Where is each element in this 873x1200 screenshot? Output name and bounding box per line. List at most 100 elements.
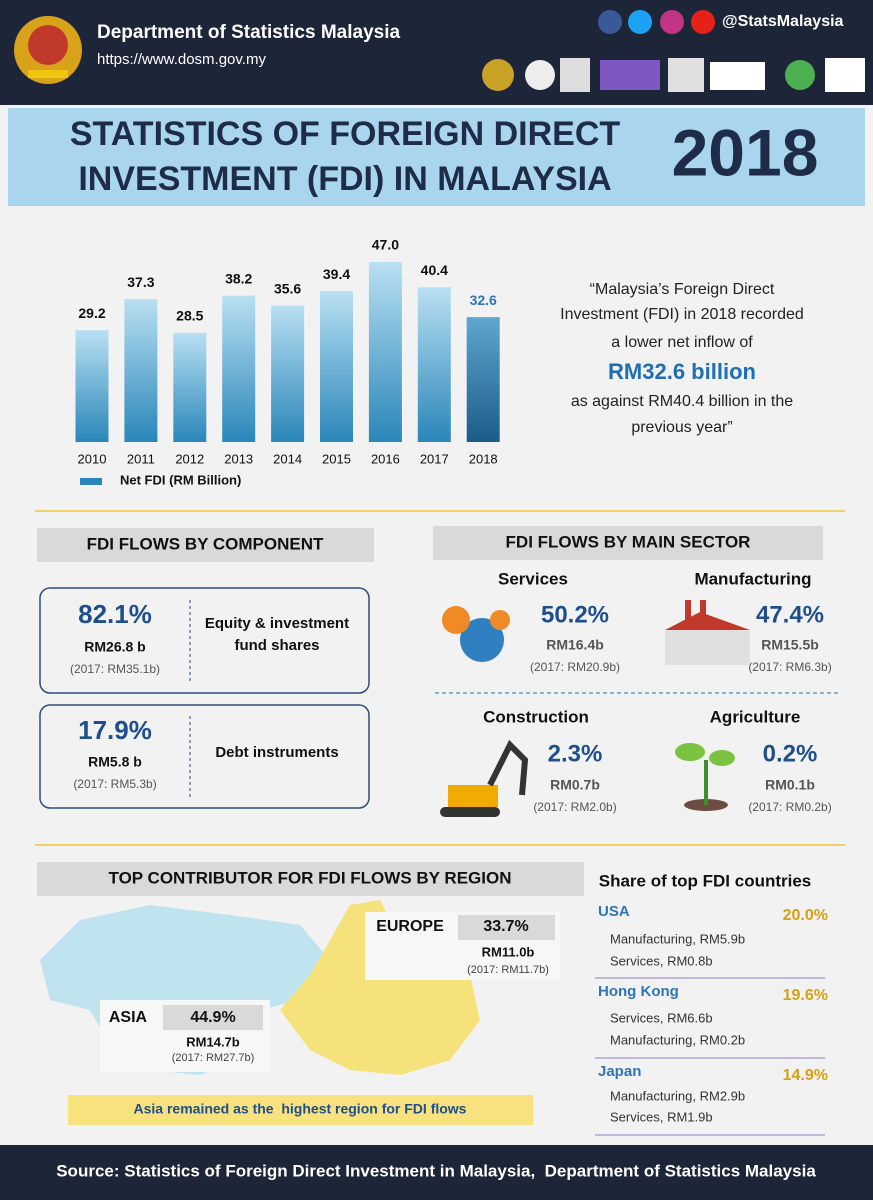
- region-note: Asia remained as the highest region for …: [134, 1101, 467, 1117]
- logo: [14, 16, 82, 84]
- value-label: 28.5: [176, 308, 203, 324]
- region-share-bg: [458, 915, 555, 940]
- sector-amount: RM0.1b: [765, 777, 815, 793]
- sector-name: Construction: [483, 707, 589, 726]
- sector-share: 47.4%: [756, 601, 824, 628]
- bar: [173, 332, 207, 442]
- country-detail: Manufacturing, RM5.9b: [610, 931, 745, 946]
- bar: [320, 291, 353, 442]
- sector-previous: (2017: RM20.9b): [530, 660, 620, 674]
- section-title: FDI FLOWS BY MAIN SECTOR: [506, 532, 751, 551]
- bar: [417, 287, 451, 442]
- region-previous: (2017: RM27.7b): [172, 1052, 255, 1064]
- source: Source: Statistics of Foreign Direct Inv…: [56, 1161, 816, 1180]
- value-label: 39.4: [323, 266, 350, 282]
- country-share: 20.0%: [783, 907, 828, 924]
- sector-share: 0.2%: [763, 740, 818, 767]
- x-tick-label: 2012: [175, 451, 204, 466]
- bar: [368, 261, 402, 442]
- sector-amount: RM15.5b: [761, 637, 819, 653]
- country-share: 14.9%: [783, 1067, 828, 1084]
- country-name: Japan: [598, 1063, 641, 1080]
- value-label: 38.2: [225, 270, 252, 286]
- x-tick-label: 2018: [469, 451, 498, 466]
- region-amount: RM14.7b: [186, 1034, 240, 1049]
- x-tick-label: 2011: [127, 451, 155, 466]
- sector-previous: (2017: RM0.2b): [748, 800, 831, 814]
- region-previous: (2017: RM11.7b): [467, 964, 549, 976]
- quote-line: Investment (FDI) in 2018 recorded: [560, 306, 804, 323]
- sector-name: Services: [498, 569, 568, 588]
- bar: [124, 299, 158, 442]
- title-line: STATISTICS OF FOREIGN DIRECT: [70, 115, 621, 153]
- org-url: https://www.dosm.gov.my: [97, 51, 266, 68]
- sector-name: Manufacturing: [694, 569, 811, 588]
- x-tick-label: 2013: [224, 451, 253, 466]
- value-label: 40.4: [421, 262, 448, 278]
- title-year: 2018: [672, 115, 819, 189]
- component-share: 82.1%: [78, 599, 152, 629]
- social-handle: @StatsMalaysia: [722, 13, 844, 30]
- country-share: 19.6%: [783, 987, 828, 1004]
- value-label: 47.0: [372, 237, 399, 253]
- sector-amount: RM16.4b: [546, 637, 604, 653]
- component-previous: (2017: RM35.1b): [70, 662, 160, 676]
- social-icons: [598, 10, 715, 34]
- quote-line: as against RM40.4 billion in the: [571, 393, 793, 410]
- component-amount: RM26.8 b: [84, 639, 145, 655]
- bar: [75, 330, 109, 442]
- region-share: 33.7%: [483, 918, 528, 935]
- quote-line: a lower net inflow of: [611, 334, 753, 351]
- region-share: 44.9%: [190, 1009, 235, 1026]
- x-tick-label: 2015: [322, 451, 351, 466]
- sector-previous: (2017: RM6.3b): [748, 660, 831, 674]
- sector-icons: [440, 600, 750, 817]
- sector-amount: RM0.7b: [550, 777, 600, 793]
- x-tick-label: 2016: [371, 451, 400, 466]
- org-name: Department of Statistics Malaysia: [97, 22, 400, 43]
- quote-line: previous year”: [631, 419, 732, 436]
- section-header-bg: [433, 526, 823, 560]
- component-previous: (2017: RM5.3b): [73, 777, 156, 791]
- note-band: [68, 1095, 533, 1125]
- region-name: EUROPE: [376, 918, 444, 935]
- legend-label: Net FDI (RM Billion): [120, 472, 241, 487]
- component-label: Equity & investment fund shares: [204, 615, 350, 654]
- footer-bg: [0, 1145, 873, 1200]
- value-label: 32.6: [470, 292, 497, 308]
- sector-previous: (2017: RM2.0b): [533, 800, 616, 814]
- bar: [466, 317, 500, 442]
- section-title: TOP CONTRIBUTOR FOR FDI FLOWS BY REGION: [109, 868, 512, 887]
- country-name: USA: [598, 903, 630, 920]
- value-label: 37.3: [127, 274, 154, 290]
- country-detail: Services, RM0.8b: [610, 953, 713, 968]
- bar: [271, 305, 305, 442]
- title-band: [8, 108, 865, 206]
- component-share: 17.9%: [78, 715, 152, 745]
- sector-share: 50.2%: [541, 601, 609, 628]
- x-tick-label: 2017: [420, 451, 449, 466]
- section-header-bg: [37, 862, 584, 896]
- country-detail: Services, RM6.6b: [610, 1010, 713, 1025]
- region-share-bg: [163, 1005, 263, 1030]
- bar-chart: 2010 2011 2012 2013 2014 2015 2016 2017 2018 29.2…: [75, 237, 500, 466]
- bar: [222, 295, 256, 442]
- legend-swatch: [80, 478, 102, 485]
- quote-line: “Malaysia’s Foreign Direct: [590, 281, 775, 298]
- section-title: FDI FLOWS BY COMPONENT: [87, 534, 324, 553]
- quote-highlight: RM32.6 billion: [608, 359, 756, 384]
- component-amount: RM5.8 b: [88, 754, 142, 770]
- x-tick-label: 2010: [78, 451, 107, 466]
- region-name: ASIA: [109, 1009, 148, 1026]
- component-label: Debt instruments: [215, 744, 339, 761]
- countries-title: Share of top FDI countries: [599, 871, 812, 890]
- value-label: 29.2: [78, 305, 105, 321]
- component-card: [39, 704, 370, 809]
- value-label: 35.6: [274, 280, 301, 296]
- component-card: [39, 587, 370, 694]
- sector-name: Agriculture: [710, 707, 801, 726]
- event-logos: [482, 58, 865, 92]
- country-detail: Services, RM1.9b: [610, 1109, 713, 1124]
